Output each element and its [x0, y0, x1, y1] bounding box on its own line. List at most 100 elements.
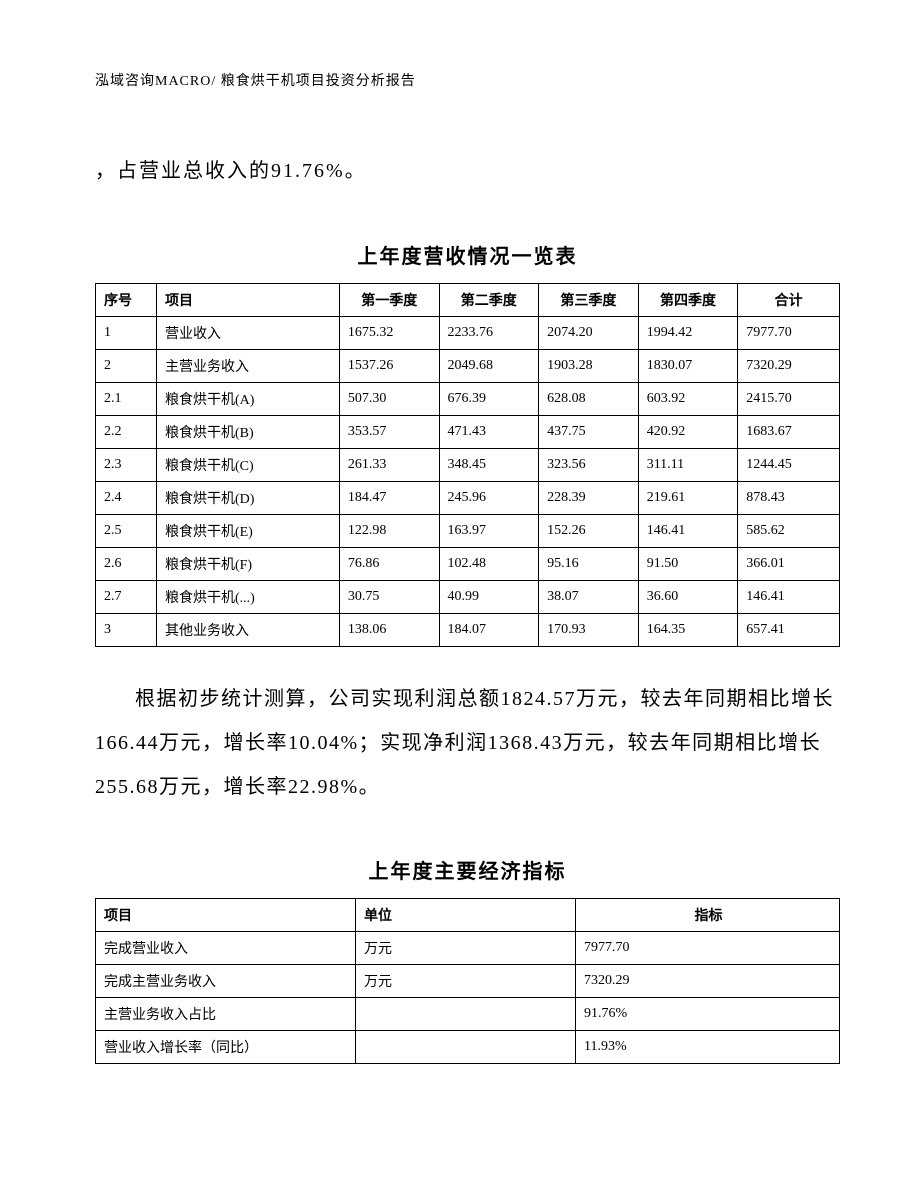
- table-cell: 1: [96, 317, 157, 350]
- page-header: 泓域咨询MACRO/ 粮食烘干机项目投资分析报告: [95, 70, 840, 90]
- table-cell: 2074.20: [539, 317, 639, 350]
- table-cell: 2.2: [96, 416, 157, 449]
- table-cell: 146.41: [638, 515, 738, 548]
- col-project: 项目: [96, 899, 356, 932]
- table-cell: 完成营业收入: [96, 932, 356, 965]
- table-cell: 1994.42: [638, 317, 738, 350]
- table-cell: 1244.45: [738, 449, 840, 482]
- table-cell: 122.98: [339, 515, 439, 548]
- table-cell: 628.08: [539, 383, 639, 416]
- col-unit: 单位: [356, 899, 576, 932]
- table-cell: 323.56: [539, 449, 639, 482]
- table-cell: [356, 998, 576, 1031]
- table-cell: 营业收入增长率（同比）: [96, 1031, 356, 1064]
- table-cell: 311.11: [638, 449, 738, 482]
- table-cell: 2: [96, 350, 157, 383]
- table-cell: 粮食烘干机(F): [156, 548, 339, 581]
- table-cell: 603.92: [638, 383, 738, 416]
- table-cell: 万元: [356, 965, 576, 998]
- table-cell: 2.1: [96, 383, 157, 416]
- table-cell: 2.5: [96, 515, 157, 548]
- col-total: 合计: [738, 284, 840, 317]
- table-cell: 粮食烘干机(C): [156, 449, 339, 482]
- table-cell: 2.7: [96, 581, 157, 614]
- table-cell: 完成主营业务收入: [96, 965, 356, 998]
- table-cell: 184.47: [339, 482, 439, 515]
- table-cell: 353.57: [339, 416, 439, 449]
- table-cell: 2415.70: [738, 383, 840, 416]
- table2-title: 上年度主要经济指标: [95, 855, 840, 884]
- table-cell: [356, 1031, 576, 1064]
- table-cell: 138.06: [339, 614, 439, 647]
- table-cell: 1675.32: [339, 317, 439, 350]
- table-cell: 7977.70: [738, 317, 840, 350]
- table-cell: 1830.07: [638, 350, 738, 383]
- table-cell: 40.99: [439, 581, 539, 614]
- table1-title: 上年度营收情况一览表: [95, 240, 840, 269]
- table-cell: 471.43: [439, 416, 539, 449]
- table-row: 完成主营业务收入万元7320.29: [96, 965, 840, 998]
- table-row: 2.7粮食烘干机(...)30.7540.9938.0736.60146.41: [96, 581, 840, 614]
- table-row: 2.6粮食烘干机(F)76.86102.4895.1691.50366.01: [96, 548, 840, 581]
- table-cell: 1683.67: [738, 416, 840, 449]
- table-cell: 粮食烘干机(A): [156, 383, 339, 416]
- table-cell: 152.26: [539, 515, 639, 548]
- table-cell: 38.07: [539, 581, 639, 614]
- col-q1: 第一季度: [339, 284, 439, 317]
- table-cell: 1903.28: [539, 350, 639, 383]
- table-cell: 2233.76: [439, 317, 539, 350]
- table-row: 2主营业务收入1537.262049.681903.281830.077320.…: [96, 350, 840, 383]
- table-cell: 228.39: [539, 482, 639, 515]
- col-indicator: 指标: [576, 899, 840, 932]
- intro-text: ，占营业总收入的91.76%。: [95, 150, 840, 192]
- table-cell: 676.39: [439, 383, 539, 416]
- table-cell: 95.16: [539, 548, 639, 581]
- table1-header-row: 序号 项目 第一季度 第二季度 第三季度 第四季度 合计: [96, 284, 840, 317]
- table-row: 2.4粮食烘干机(D)184.47245.96228.39219.61878.4…: [96, 482, 840, 515]
- table-row: 2.2粮食烘干机(B)353.57471.43437.75420.921683.…: [96, 416, 840, 449]
- table2-header-row: 项目 单位 指标: [96, 899, 840, 932]
- table-cell: 3: [96, 614, 157, 647]
- revenue-table: 序号 项目 第一季度 第二季度 第三季度 第四季度 合计 1营业收入1675.3…: [95, 283, 840, 647]
- table-row: 1营业收入1675.322233.762074.201994.427977.70: [96, 317, 840, 350]
- col-seq: 序号: [96, 284, 157, 317]
- table-cell: 7320.29: [576, 965, 840, 998]
- table-cell: 91.50: [638, 548, 738, 581]
- col-q2: 第二季度: [439, 284, 539, 317]
- col-q4: 第四季度: [638, 284, 738, 317]
- table-cell: 万元: [356, 932, 576, 965]
- table-cell: 170.93: [539, 614, 639, 647]
- table-cell: 102.48: [439, 548, 539, 581]
- table-cell: 7977.70: [576, 932, 840, 965]
- table-cell: 2.4: [96, 482, 157, 515]
- table-cell: 184.07: [439, 614, 539, 647]
- table-cell: 878.43: [738, 482, 840, 515]
- table-cell: 91.76%: [576, 998, 840, 1031]
- table-cell: 粮食烘干机(E): [156, 515, 339, 548]
- table-cell: 主营业务收入: [156, 350, 339, 383]
- table-cell: 585.62: [738, 515, 840, 548]
- table-cell: 2.6: [96, 548, 157, 581]
- table-cell: 507.30: [339, 383, 439, 416]
- table-cell: 1537.26: [339, 350, 439, 383]
- table-row: 主营业务收入占比 91.76%: [96, 998, 840, 1031]
- profit-paragraph: 根据初步统计测算，公司实现利润总额1824.57万元，较去年同期相比增长166.…: [95, 677, 840, 809]
- table-cell: 粮食烘干机(B): [156, 416, 339, 449]
- table-cell: 其他业务收入: [156, 614, 339, 647]
- table-cell: 657.41: [738, 614, 840, 647]
- table-row: 完成营业收入万元7977.70: [96, 932, 840, 965]
- document-page: 泓域咨询MACRO/ 粮食烘干机项目投资分析报告 ，占营业总收入的91.76%。…: [0, 0, 920, 1191]
- table-cell: 366.01: [738, 548, 840, 581]
- table1-body: 1营业收入1675.322233.762074.201994.427977.70…: [96, 317, 840, 647]
- table-row: 3其他业务收入138.06184.07170.93164.35657.41: [96, 614, 840, 647]
- col-item: 项目: [156, 284, 339, 317]
- table-cell: 主营业务收入占比: [96, 998, 356, 1031]
- table-cell: 7320.29: [738, 350, 840, 383]
- table-cell: 2.3: [96, 449, 157, 482]
- table-cell: 2049.68: [439, 350, 539, 383]
- table-cell: 营业收入: [156, 317, 339, 350]
- table-row: 2.3粮食烘干机(C)261.33348.45323.56311.111244.…: [96, 449, 840, 482]
- col-q3: 第三季度: [539, 284, 639, 317]
- table2-body: 完成营业收入万元7977.70完成主营业务收入万元7320.29主营业务收入占比…: [96, 932, 840, 1064]
- table-cell: 261.33: [339, 449, 439, 482]
